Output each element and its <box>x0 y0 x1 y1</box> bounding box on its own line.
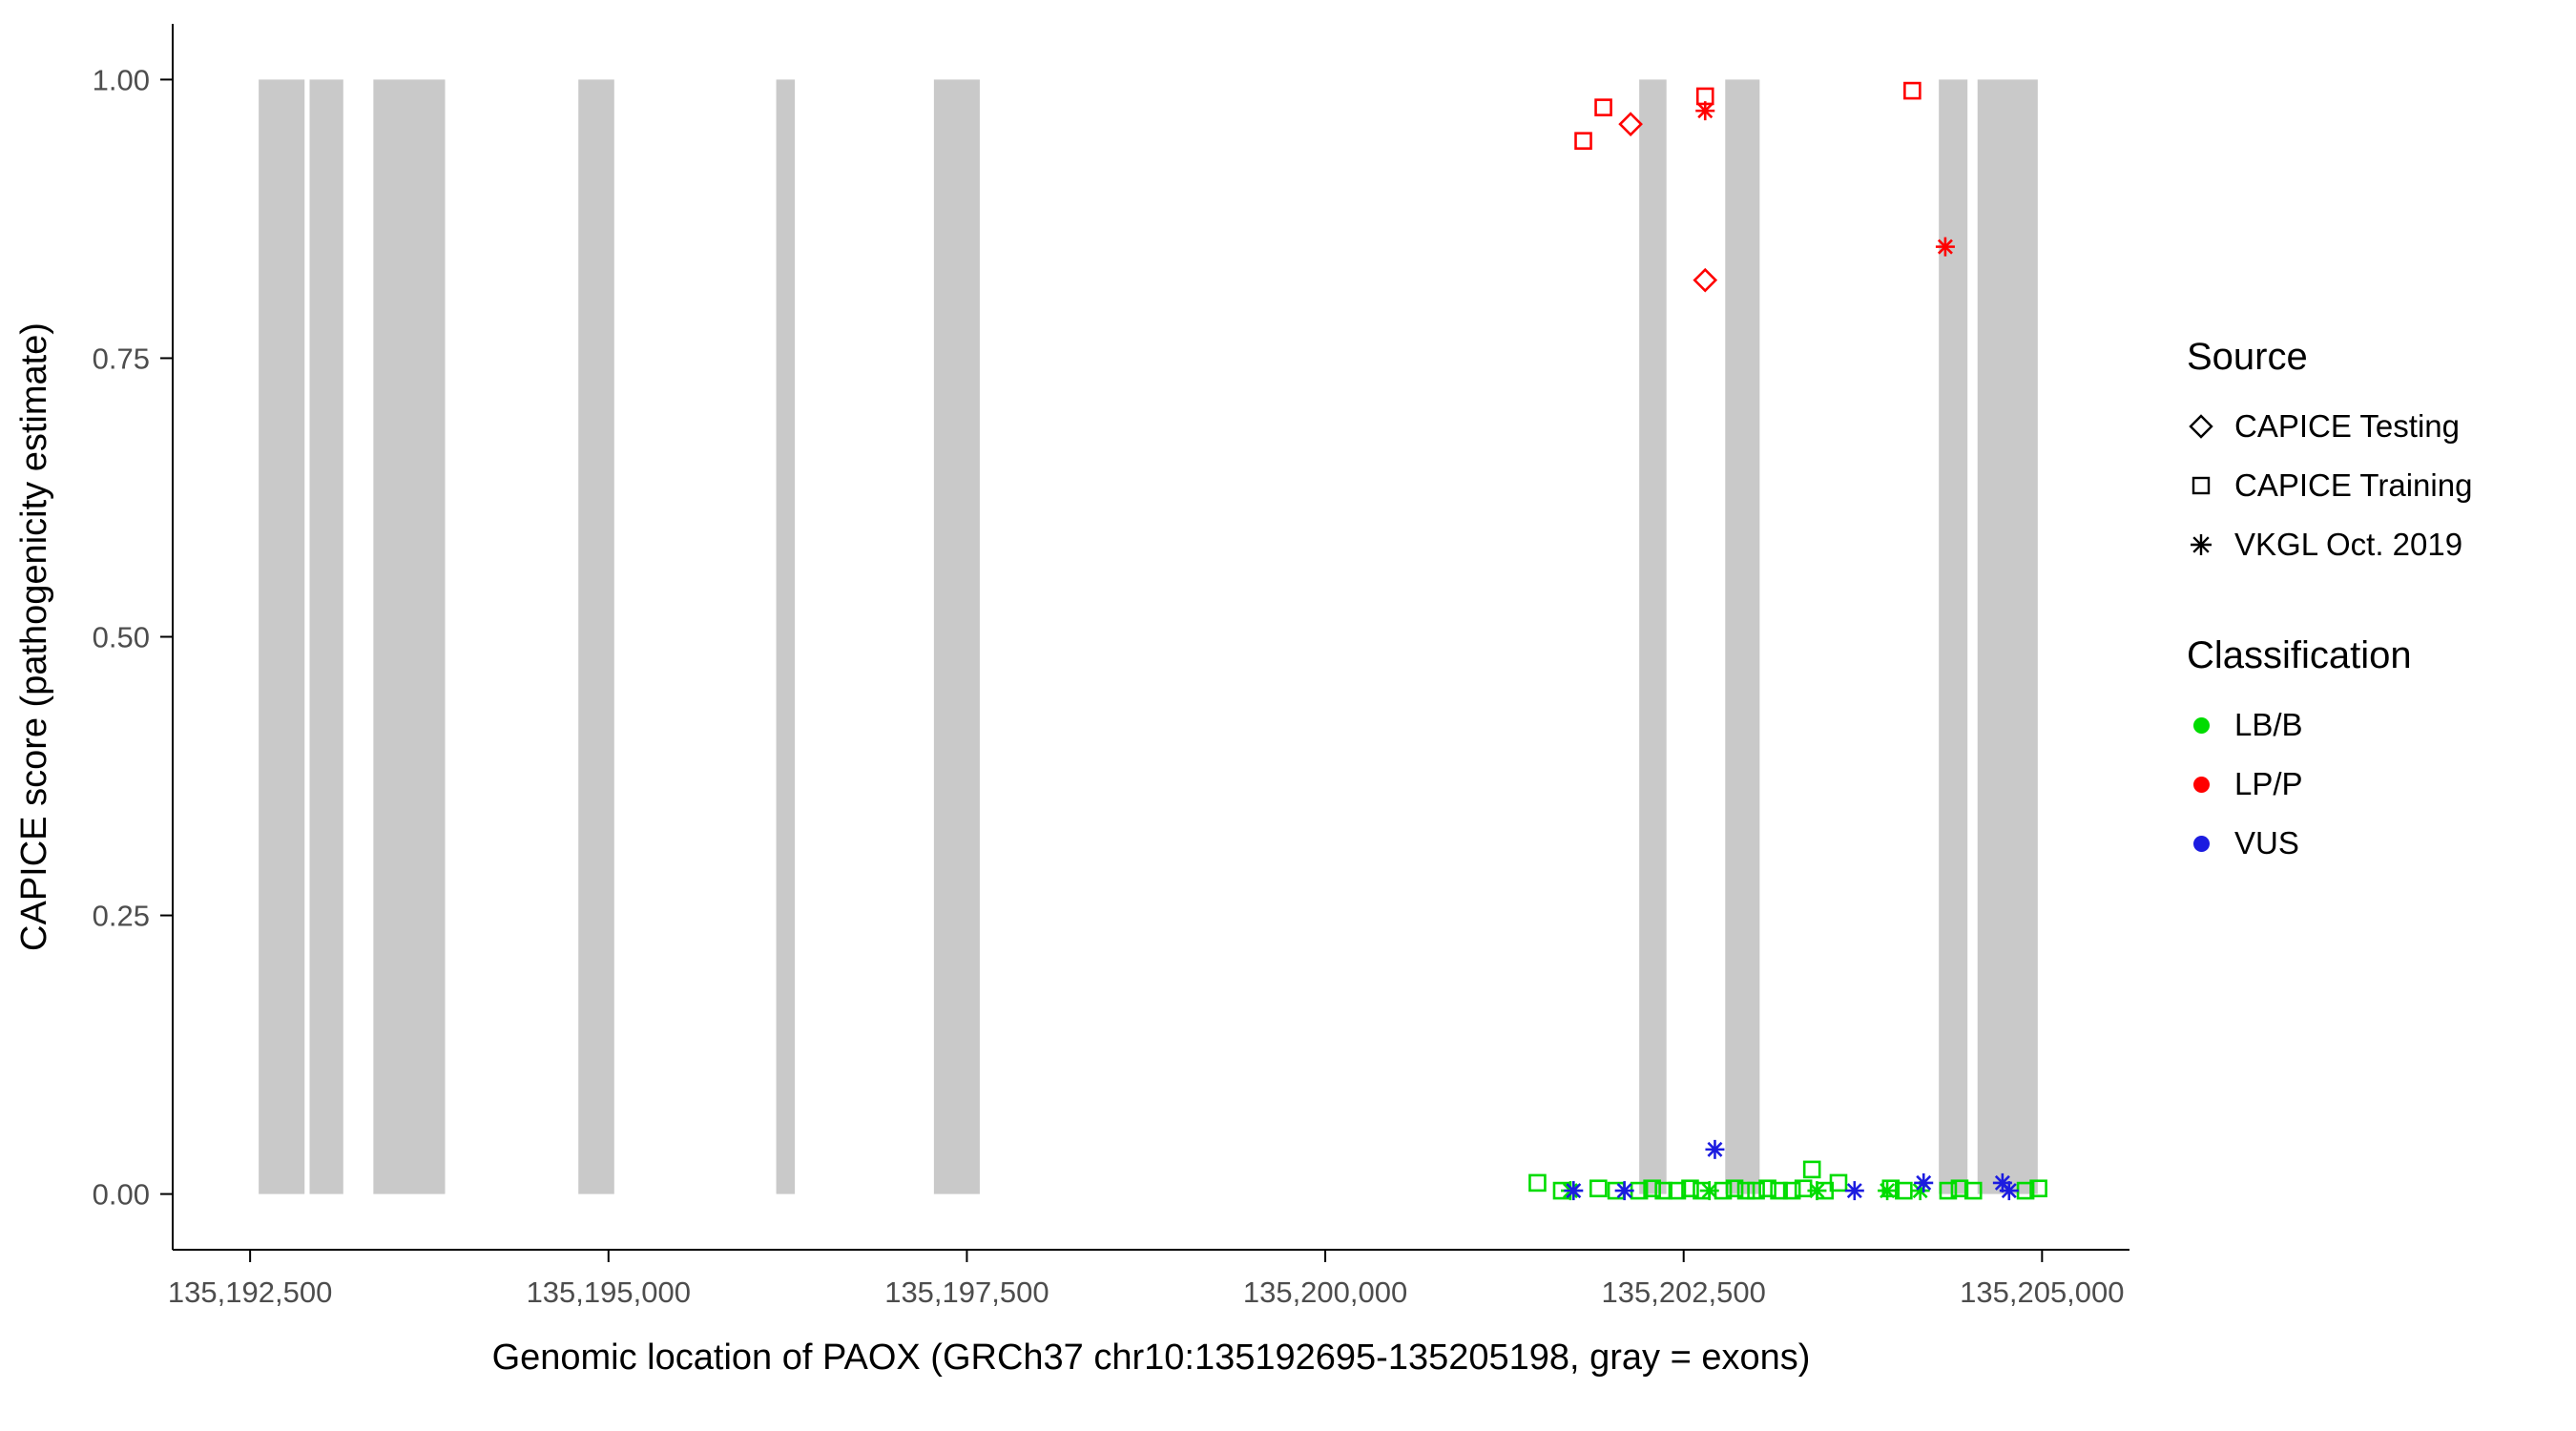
legend-item-vkgl: VKGL Oct. 2019 <box>2187 524 2472 566</box>
data-point <box>1564 1181 1584 1201</box>
exon-bar <box>1977 79 2038 1194</box>
exon-bar <box>373 79 446 1194</box>
data-point <box>1758 1179 1776 1198</box>
data-point <box>1999 1181 2019 1201</box>
data-point <box>1725 1179 1744 1198</box>
data-point <box>1589 1179 1608 1198</box>
x-tick-label: 135,197,500 <box>884 1275 1049 1309</box>
red-dot-icon <box>2187 770 2215 798</box>
legend: Source CAPICE Testing CAPICE Training <box>2187 336 2472 864</box>
data-point <box>1794 1179 1813 1198</box>
data-point <box>1695 101 1715 121</box>
data-point <box>1668 1181 1687 1200</box>
data-point <box>2029 1179 2047 1198</box>
data-point <box>1878 1181 1898 1201</box>
exon-bar <box>578 79 614 1194</box>
exon-bar <box>1639 79 1667 1194</box>
blue-dot-icon <box>2187 829 2215 858</box>
data-point <box>1528 1173 1547 1192</box>
data-point <box>1903 81 1922 100</box>
legend-label-lbb: LB/B <box>2234 707 2303 742</box>
data-point <box>1654 1181 1672 1200</box>
exon-bar <box>933 79 980 1194</box>
y-tick-label: 0.25 <box>93 900 150 933</box>
data-point <box>1594 98 1612 116</box>
data-point <box>1802 1160 1821 1179</box>
legend-label-lpp: LP/P <box>2234 766 2303 801</box>
x-tick-label: 135,192,500 <box>168 1275 332 1309</box>
legend-label-vkgl: VKGL Oct. 2019 <box>2234 527 2463 562</box>
data-point <box>1829 1173 1848 1192</box>
legend-item-capice-testing: CAPICE Testing <box>2187 405 2472 447</box>
data-point <box>1935 237 1955 257</box>
y-tick-label: 0.50 <box>93 621 150 654</box>
exon-bar <box>776 79 796 1194</box>
data-point <box>1747 1181 1765 1200</box>
data-point <box>1693 267 1718 293</box>
square-marker-icon <box>2187 471 2215 500</box>
data-point <box>1770 1181 1788 1200</box>
data-point <box>1881 1179 1901 1198</box>
data-point <box>1844 1181 1864 1201</box>
legend-label-capice-training: CAPICE Training <box>2234 467 2473 503</box>
y-axis-title: CAPICE score (pathogenicity estimate) <box>14 322 54 951</box>
exon-bar <box>259 79 305 1194</box>
data-point <box>1914 1172 1934 1192</box>
legend-source-title: Source <box>2187 336 2308 378</box>
capice-scatter-plot: 135,192,500 135,195,000 135,197,500 135,200… <box>14 24 2129 1378</box>
legend-classification-group: Classification LB/B LP/P VUS <box>2187 634 2472 864</box>
data-point <box>1736 1181 1755 1200</box>
y-tick-label: 0.75 <box>93 342 150 375</box>
data-point <box>1963 1181 1983 1200</box>
data-point <box>1939 1181 1958 1200</box>
legend-item-lpp: LP/P <box>2187 763 2472 805</box>
y-tick-label: 1.00 <box>93 63 150 96</box>
green-dot-icon <box>2187 711 2215 739</box>
legend-classification-title: Classification <box>2187 634 2412 676</box>
data-point <box>1574 132 1592 150</box>
data-point <box>1618 112 1643 136</box>
y-tick-label: 0.00 <box>93 1178 150 1212</box>
legend-label-capice-testing: CAPICE Testing <box>2234 408 2460 444</box>
x-tick-label: 135,205,000 <box>1960 1275 2124 1309</box>
legend-item-lbb: LB/B <box>2187 704 2472 746</box>
exon-bar <box>1725 79 1760 1194</box>
asterisk-marker-icon <box>2187 530 2215 559</box>
data-point <box>1681 1179 1699 1198</box>
exon-bar <box>309 79 343 1194</box>
diamond-marker-icon <box>2187 412 2215 441</box>
data-point <box>1699 1181 1719 1201</box>
x-tick-label: 135,200,000 <box>1243 1275 1407 1309</box>
data-point <box>1807 1181 1827 1201</box>
legend-item-capice-training: CAPICE Training <box>2187 465 2472 507</box>
data-point <box>1705 1139 1725 1159</box>
data-point <box>1782 1181 1801 1200</box>
x-axis-title: Genomic location of PAOX (GRCh37 chr10:1… <box>492 1338 1811 1378</box>
data-point <box>1614 1181 1634 1201</box>
x-tick-label: 135,195,000 <box>527 1275 691 1309</box>
legend-label-vus: VUS <box>2234 825 2299 861</box>
exon-bar <box>1939 79 1968 1194</box>
legend-item-vus: VUS <box>2187 822 2472 864</box>
legend-source-group: Source CAPICE Testing CAPICE Training <box>2187 336 2472 566</box>
data-point <box>1643 1179 1661 1198</box>
data-point <box>1950 1179 1969 1198</box>
x-tick-label: 135,202,500 <box>1601 1275 1765 1309</box>
